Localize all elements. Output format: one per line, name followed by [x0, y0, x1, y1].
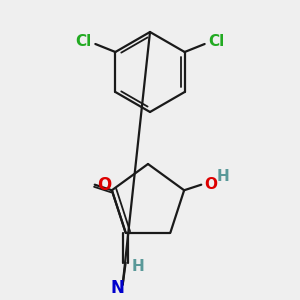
Text: N: N — [111, 279, 124, 297]
Text: H: H — [131, 259, 144, 274]
Text: Cl: Cl — [75, 34, 92, 50]
Text: O: O — [98, 176, 112, 194]
Text: H: H — [217, 169, 230, 184]
Text: O: O — [204, 177, 217, 192]
Text: Cl: Cl — [208, 34, 225, 50]
